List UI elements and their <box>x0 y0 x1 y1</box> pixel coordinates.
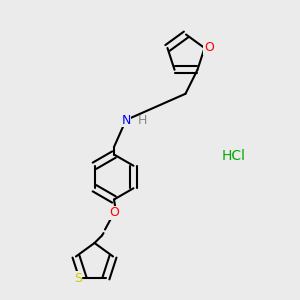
Text: O: O <box>204 41 214 55</box>
Text: N: N <box>121 113 131 127</box>
Text: O: O <box>109 206 119 220</box>
Text: H: H <box>138 113 147 127</box>
Text: S: S <box>74 272 82 285</box>
Text: HCl: HCl <box>222 149 246 163</box>
